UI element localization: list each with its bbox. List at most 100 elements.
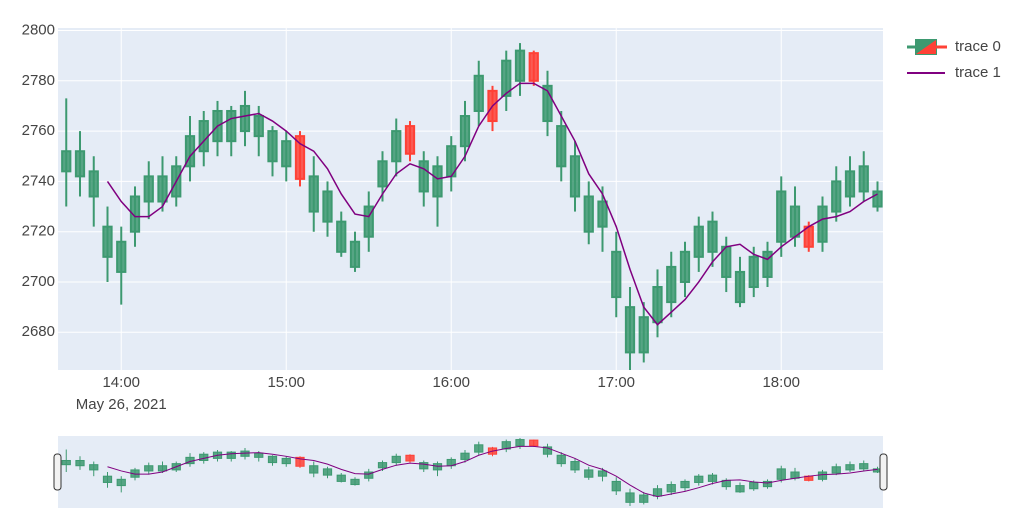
candle-body <box>322 190 333 223</box>
candle-body <box>625 492 635 503</box>
candle-body <box>680 480 690 489</box>
candle-body <box>419 462 429 470</box>
candle-body <box>707 474 718 482</box>
candle-body <box>143 175 154 203</box>
candle-body <box>762 250 773 278</box>
legend-swatch <box>916 40 936 54</box>
candle-body <box>556 454 566 465</box>
plot: 2680 2700 2720 2740 2760 2780 2800 14:00 May 26,… <box>22 21 883 413</box>
candle-body <box>789 205 801 238</box>
candle-body <box>364 471 374 479</box>
candle-body <box>776 468 786 480</box>
candle-body <box>597 200 608 228</box>
candle-body <box>515 439 525 447</box>
candle-body <box>129 195 141 233</box>
candle-body <box>501 441 511 450</box>
candle-body <box>102 225 113 258</box>
candle-body <box>749 481 759 490</box>
candle-body <box>89 464 99 471</box>
candle-body <box>432 463 443 471</box>
candle-body <box>309 465 319 474</box>
plot-area <box>58 28 883 370</box>
candle-body <box>377 160 388 188</box>
candle-body <box>460 452 470 460</box>
range-handle-right[interactable] <box>879 453 888 491</box>
candle-body <box>157 465 168 472</box>
candle-body <box>74 150 86 178</box>
candle-body <box>597 470 608 477</box>
y-tick-label: 2780 <box>22 72 55 89</box>
candle-body <box>529 439 539 447</box>
candle-body <box>459 115 471 148</box>
y-tick-label: 2680 <box>22 323 55 340</box>
candle-body <box>363 205 374 238</box>
candle-body <box>556 125 567 168</box>
line <box>106 82 878 326</box>
candle-body <box>336 474 346 482</box>
candle-body <box>473 74 484 112</box>
candle-body <box>116 478 126 487</box>
x-tick-label: 18:00 <box>762 374 800 391</box>
legend-label: trace 0 <box>955 38 1001 55</box>
candle-body <box>748 255 759 289</box>
candle-body <box>844 170 856 198</box>
y-tick-label: 2700 <box>22 273 55 290</box>
candle-body <box>239 104 251 133</box>
candle-body <box>611 480 621 492</box>
candle-body <box>404 125 416 155</box>
candle-body <box>157 175 168 203</box>
candle-body <box>693 225 704 258</box>
candle-body <box>735 485 745 493</box>
candle-body <box>584 469 594 478</box>
candle-body <box>308 175 319 213</box>
candle-body <box>652 286 663 324</box>
candle-body <box>528 52 539 82</box>
candle-body <box>666 484 676 493</box>
legend: trace 0 trace 1 <box>907 38 1001 81</box>
candle-body <box>267 130 278 163</box>
candle-body <box>831 466 841 474</box>
candle-body <box>859 463 869 470</box>
candle-body <box>226 109 237 143</box>
candle-body <box>294 135 306 180</box>
candle-body <box>776 190 787 243</box>
candle-body <box>694 475 704 483</box>
candle-body <box>198 120 209 153</box>
candle-body <box>295 456 305 467</box>
y-tick-label: 2720 <box>22 223 55 240</box>
candle-body <box>336 220 347 253</box>
candle-body <box>116 240 127 273</box>
x-tick-label: 14:00 <box>102 374 140 391</box>
candle-body <box>666 265 677 304</box>
candle-body <box>281 457 291 465</box>
line <box>107 445 878 498</box>
candle-body <box>721 245 732 278</box>
range-handle-left[interactable] <box>53 453 62 491</box>
candle-body <box>391 130 402 163</box>
candle-body <box>734 270 746 304</box>
y-tick-label: 2760 <box>22 122 55 139</box>
candle-body <box>872 190 883 208</box>
candle-body <box>432 165 443 198</box>
candle-body <box>638 316 649 354</box>
candle-body <box>707 220 718 253</box>
candle-body <box>858 165 869 193</box>
candle-body <box>679 250 691 283</box>
candle-body <box>350 478 360 486</box>
candle-body <box>542 446 553 455</box>
x-tick-label: 15:00 <box>267 374 305 391</box>
candle-body <box>349 240 361 268</box>
candle-body <box>377 462 388 469</box>
candle-body <box>611 250 622 299</box>
candle-body <box>61 459 71 466</box>
candle-body <box>144 465 154 472</box>
candle-body <box>405 454 415 462</box>
candle-body <box>253 115 264 138</box>
candle-body <box>583 195 594 233</box>
range-slider[interactable] <box>58 436 883 508</box>
range-slider-plot <box>61 438 883 506</box>
y-tick-label: 2740 <box>22 172 55 189</box>
candle-body <box>501 59 512 97</box>
x-tick-label: 16:00 <box>432 374 470 391</box>
